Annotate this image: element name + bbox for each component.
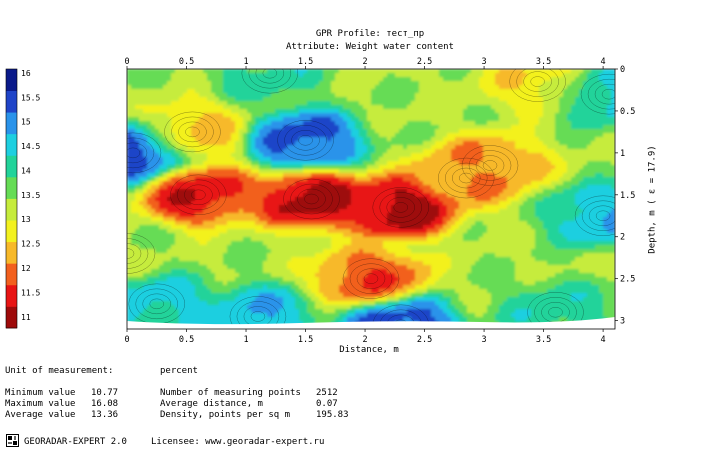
colorbar-segment	[6, 112, 17, 135]
density-label: Density, points per sq m	[160, 410, 291, 420]
x-tick-label-bottom: 3	[482, 335, 487, 345]
density-value: 195.83	[316, 410, 349, 420]
georadar-logo-icon	[6, 434, 19, 447]
x-tick-label-top: 0	[124, 57, 129, 67]
distance-value: 0.07	[316, 399, 338, 409]
min-label: Minimum value	[5, 388, 76, 398]
max-value: 16.08	[91, 399, 119, 409]
colorbar-tick-label: 11	[21, 313, 31, 322]
min-value: 10.77	[91, 388, 119, 398]
y-tick-label: 0.5	[620, 107, 635, 117]
x-axis-label: Distance, m	[339, 345, 399, 355]
x-axis-top: 0 0.5 1 1.5 2 2.5 3 3.5 4	[124, 57, 606, 69]
colorbar-tick-label: 12.5	[21, 240, 40, 249]
heatmap-plot	[127, 69, 615, 329]
x-axis-bottom: 0 0.5 1 1.5 2 2.5 3 3.5 4	[124, 329, 606, 345]
colorbar-tick-label: 12	[21, 264, 31, 273]
points-label: Number of measuring points	[160, 388, 301, 398]
x-tick-label-top: 1	[243, 57, 248, 67]
y-tick-label: 2.5	[620, 275, 635, 285]
y-tick-label: 0	[620, 65, 625, 75]
chart-title: GPR Profile: тест_пр	[315, 29, 425, 39]
product-name: GEORADAR-EXPERT 2.0	[24, 437, 127, 447]
points-value: 2512	[316, 388, 338, 398]
colorbar-segment	[6, 69, 17, 91]
colorbar-segment	[6, 263, 17, 286]
x-tick-label-top: 3	[482, 57, 487, 67]
colorbar-segment	[6, 155, 17, 178]
y-tick-label: 1.5	[620, 191, 635, 201]
colorbar-segment	[6, 176, 17, 199]
y-axis-label: Depth, m ( ε = 17.9)	[647, 145, 658, 254]
unit-row: Unit of measurement:	[5, 366, 113, 376]
colorbar-tick-label: 16	[21, 69, 31, 78]
x-tick-label-bottom: 4	[601, 335, 606, 345]
unit-label: Unit of measurement:	[5, 366, 114, 376]
avg-value: 13.36	[91, 410, 119, 420]
chart-subtitle: Attribute: Weight water content	[286, 42, 454, 52]
x-tick-label-bottom: 2	[362, 335, 367, 345]
y-tick-label: 1	[620, 149, 625, 159]
x-tick-label-bottom: 0.5	[179, 335, 194, 345]
colorbar-segment	[6, 90, 17, 113]
colorbar-tick-label: 15.5	[21, 93, 40, 102]
x-tick-label-top: 2.5	[417, 57, 432, 67]
x-tick-label-bottom: 3.5	[536, 335, 551, 345]
unit-value: percent	[160, 366, 198, 376]
distance-label: Average distance, m	[160, 399, 263, 409]
no-data-edge	[127, 317, 615, 329]
colorbar-segment	[6, 306, 17, 329]
colorbar-tick-label: 13	[21, 215, 31, 224]
colorbar-segment	[6, 133, 17, 156]
x-tick-label-top: 3.5	[536, 57, 551, 67]
plot-frame	[126, 68, 616, 330]
colorbar-tick-label: 15	[21, 118, 31, 127]
colorbar-segment	[6, 198, 17, 221]
avg-label: Average value	[5, 410, 76, 420]
colorbar-segment	[6, 284, 17, 307]
colorbar-tick-label: 13.5	[21, 191, 40, 200]
x-tick-label-top: 2	[362, 57, 367, 67]
colorbar-ticks: 16 15.5 15 14.5 14 13.5 13 12.5 12 11.5 11	[21, 69, 40, 322]
colorbar-tick-label: 14	[21, 166, 31, 175]
colorbar-tick-label: 14.5	[21, 142, 40, 151]
colorbar	[5, 68, 18, 329]
x-tick-label-bottom: 0	[124, 335, 129, 345]
colorbar-segment	[6, 220, 17, 243]
licensee: Licensee: www.georadar-expert.ru	[151, 437, 325, 447]
x-tick-label-top: 1.5	[298, 57, 313, 67]
y-axis-right: 0 0.5 1 1.5 2 2.5 3	[615, 65, 635, 327]
x-tick-label-bottom: 1	[243, 335, 248, 345]
colorbar-tick-label: 11.5	[21, 288, 40, 297]
y-tick-label: 2	[620, 233, 625, 243]
y-tick-label: 3	[620, 317, 625, 327]
max-label: Maximum value	[5, 399, 76, 409]
x-tick-label-bottom: 2.5	[417, 335, 432, 345]
x-tick-label-bottom: 1.5	[298, 335, 313, 345]
x-tick-label-top: 4	[601, 57, 606, 67]
colorbar-segment	[6, 241, 17, 264]
x-tick-label-top: 0.5	[179, 57, 194, 67]
